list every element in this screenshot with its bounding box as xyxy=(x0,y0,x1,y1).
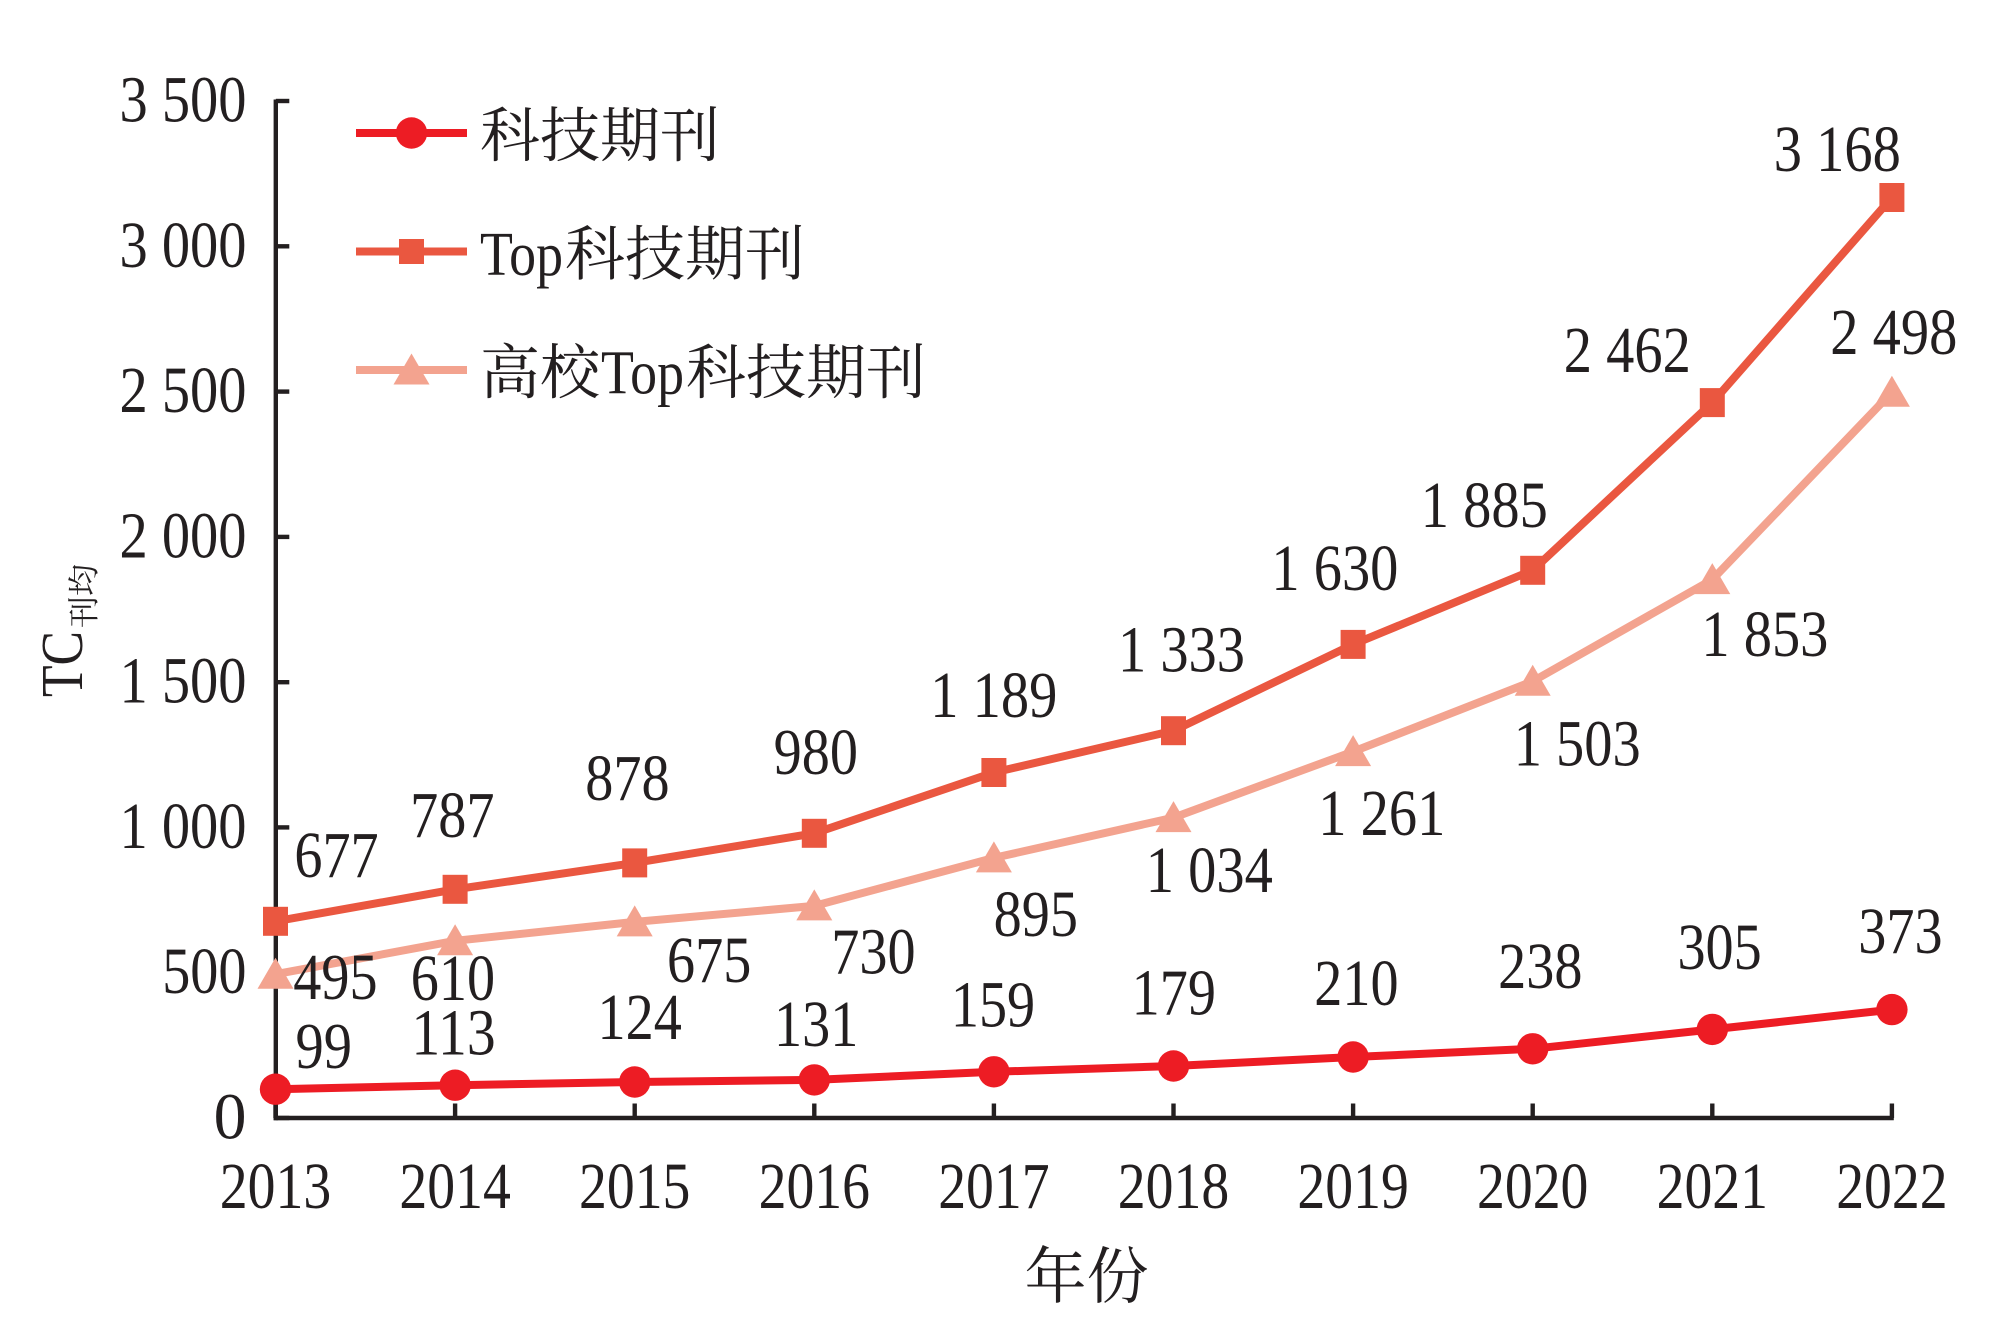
svg-text:1 189: 1 189 xyxy=(930,659,1057,732)
svg-text:878: 878 xyxy=(585,742,669,815)
svg-text:159: 159 xyxy=(951,969,1035,1042)
svg-text:2016: 2016 xyxy=(759,1150,870,1223)
svg-text:3 000: 3 000 xyxy=(120,209,247,282)
svg-text:373: 373 xyxy=(1858,895,1942,968)
svg-text:1 503: 1 503 xyxy=(1514,708,1641,781)
svg-text:2014: 2014 xyxy=(399,1150,510,1223)
svg-text:131: 131 xyxy=(774,988,858,1061)
svg-text:TC: TC xyxy=(29,631,95,697)
svg-text:2013: 2013 xyxy=(220,1150,331,1223)
svg-text:677: 677 xyxy=(294,819,378,892)
svg-text:3 168: 3 168 xyxy=(1774,113,1901,186)
svg-text:238: 238 xyxy=(1498,930,1582,1003)
svg-text:895: 895 xyxy=(994,878,1078,951)
svg-text:1 885: 1 885 xyxy=(1421,469,1548,542)
svg-text:610: 610 xyxy=(411,942,495,1015)
svg-text:495: 495 xyxy=(293,941,377,1014)
svg-text:787: 787 xyxy=(410,779,494,852)
svg-text:980: 980 xyxy=(774,716,858,789)
svg-text:1 630: 1 630 xyxy=(1271,532,1398,605)
svg-text:2 000: 2 000 xyxy=(120,499,247,572)
svg-text:1 034: 1 034 xyxy=(1146,834,1273,907)
svg-text:2018: 2018 xyxy=(1118,1150,1229,1223)
svg-text:675: 675 xyxy=(667,924,751,997)
svg-text:1 500: 1 500 xyxy=(120,645,247,718)
svg-text:3 500: 3 500 xyxy=(120,64,247,137)
svg-text:500: 500 xyxy=(162,935,246,1008)
svg-text:210: 210 xyxy=(1314,947,1398,1020)
svg-text:1 000: 1 000 xyxy=(120,790,247,863)
svg-text:2 462: 2 462 xyxy=(1564,314,1691,387)
svg-text:2020: 2020 xyxy=(1477,1150,1588,1223)
svg-text:2021: 2021 xyxy=(1657,1150,1768,1223)
svg-text:2015: 2015 xyxy=(579,1150,690,1223)
svg-text:1 853: 1 853 xyxy=(1701,598,1828,671)
svg-text:Top: Top xyxy=(480,221,563,289)
svg-text:305: 305 xyxy=(1677,911,1761,984)
svg-text:2022: 2022 xyxy=(1836,1150,1947,1223)
svg-text:1 261: 1 261 xyxy=(1318,777,1445,850)
svg-text:2 498: 2 498 xyxy=(1830,296,1957,369)
svg-text:1 333: 1 333 xyxy=(1118,614,1245,687)
svg-text:179: 179 xyxy=(1132,957,1216,1030)
svg-text:99: 99 xyxy=(296,1010,353,1083)
svg-text:730: 730 xyxy=(831,916,915,989)
svg-text:113: 113 xyxy=(411,996,495,1069)
svg-text:2019: 2019 xyxy=(1297,1150,1408,1223)
svg-text:Top: Top xyxy=(601,340,684,408)
svg-text:0: 0 xyxy=(214,1081,247,1154)
svg-text:2 500: 2 500 xyxy=(120,354,247,427)
svg-text:2017: 2017 xyxy=(938,1150,1049,1223)
svg-text:124: 124 xyxy=(598,981,682,1054)
